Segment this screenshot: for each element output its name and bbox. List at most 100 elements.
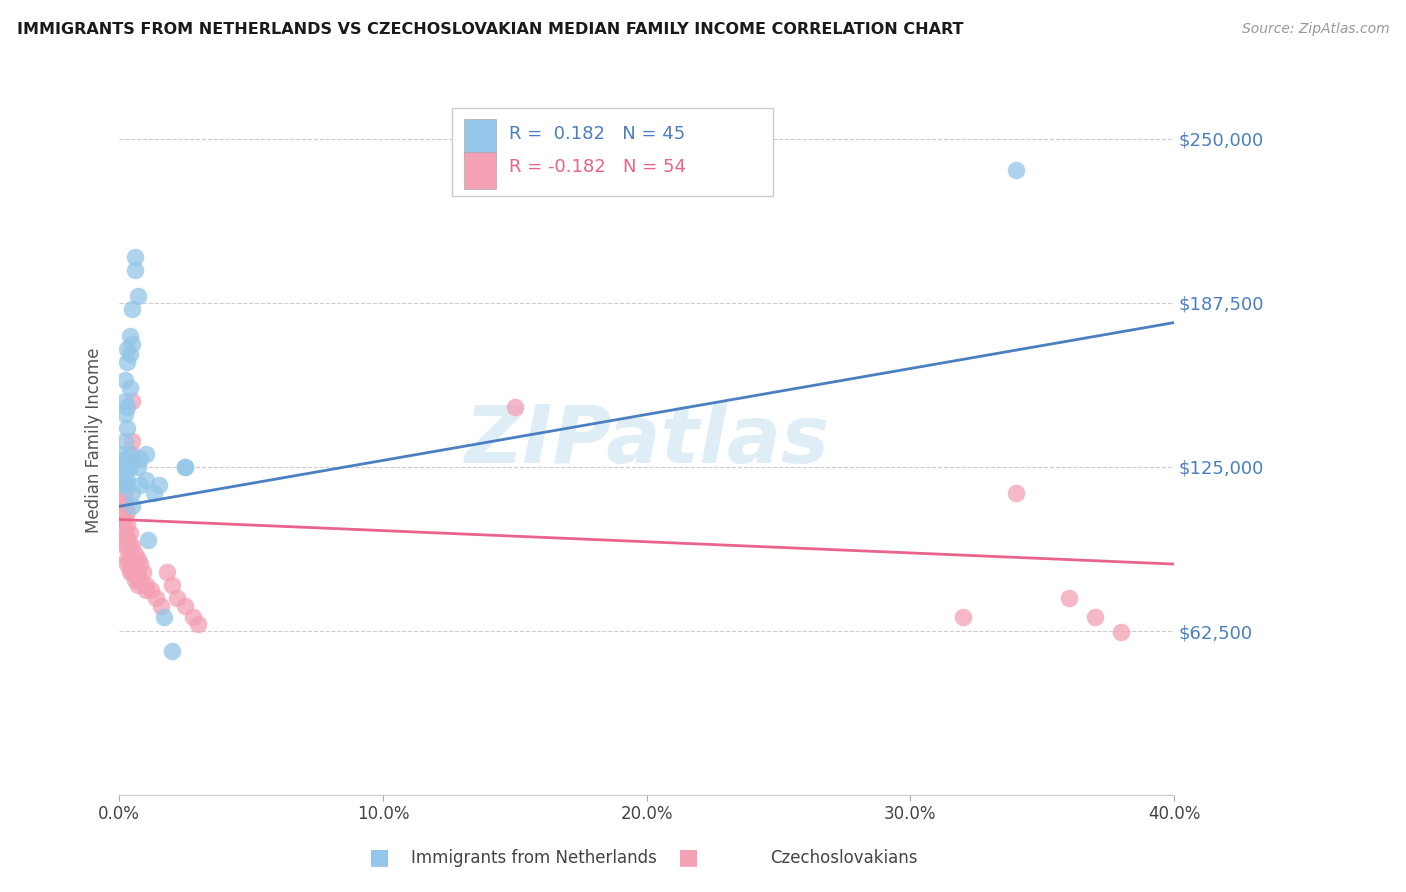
Point bbox=[160, 578, 183, 592]
Point bbox=[111, 478, 134, 492]
Point bbox=[115, 531, 138, 545]
Text: R = -0.182   N = 54: R = -0.182 N = 54 bbox=[509, 158, 686, 176]
Point bbox=[114, 394, 136, 409]
Text: IMMIGRANTS FROM NETHERLANDS VS CZECHOSLOVAKIAN MEDIAN FAMILY INCOME CORRELATION : IMMIGRANTS FROM NETHERLANDS VS CZECHOSLO… bbox=[17, 22, 963, 37]
Point bbox=[952, 609, 974, 624]
Point bbox=[150, 599, 173, 613]
Point bbox=[114, 373, 136, 387]
Point bbox=[114, 500, 136, 514]
Point bbox=[121, 500, 143, 514]
Point bbox=[121, 557, 143, 571]
Point bbox=[1005, 163, 1028, 178]
Point bbox=[114, 408, 136, 422]
Point bbox=[129, 573, 152, 587]
FancyBboxPatch shape bbox=[464, 119, 496, 156]
Point bbox=[124, 547, 146, 561]
Point bbox=[118, 328, 141, 343]
Point bbox=[115, 342, 138, 356]
Text: ZIPatlas: ZIPatlas bbox=[464, 401, 830, 480]
Point bbox=[160, 643, 183, 657]
Point bbox=[1005, 486, 1028, 500]
Point bbox=[114, 478, 136, 492]
Point bbox=[114, 531, 136, 545]
Point bbox=[118, 559, 141, 574]
Point bbox=[115, 505, 138, 519]
Text: Immigrants from Netherlands: Immigrants from Netherlands bbox=[412, 849, 657, 867]
Point bbox=[111, 458, 134, 472]
Point bbox=[121, 486, 143, 500]
Point bbox=[115, 355, 138, 369]
Point bbox=[114, 512, 136, 526]
Point bbox=[115, 473, 138, 487]
Point bbox=[115, 551, 138, 566]
Point bbox=[121, 539, 143, 553]
Point bbox=[174, 599, 197, 613]
Point bbox=[145, 591, 167, 606]
Point bbox=[111, 494, 134, 508]
Point bbox=[174, 459, 197, 474]
Point bbox=[142, 486, 165, 500]
Text: ■: ■ bbox=[370, 847, 389, 867]
FancyBboxPatch shape bbox=[464, 153, 496, 189]
Point bbox=[135, 578, 157, 592]
Point bbox=[118, 347, 141, 361]
Point bbox=[111, 447, 134, 461]
Point bbox=[115, 420, 138, 434]
Point bbox=[121, 302, 143, 317]
Point bbox=[1111, 625, 1133, 640]
Point bbox=[153, 609, 176, 624]
Point bbox=[503, 400, 526, 414]
Point bbox=[114, 459, 136, 474]
Point bbox=[111, 512, 134, 526]
Point bbox=[127, 578, 149, 592]
Point bbox=[121, 565, 143, 579]
Point bbox=[118, 565, 141, 579]
Point bbox=[124, 573, 146, 587]
Point bbox=[148, 478, 170, 492]
Point bbox=[136, 533, 159, 548]
Point bbox=[1084, 609, 1107, 624]
Point bbox=[111, 478, 134, 492]
Point bbox=[127, 551, 149, 566]
Point bbox=[111, 475, 134, 490]
Point bbox=[1057, 591, 1080, 606]
Point bbox=[114, 539, 136, 553]
Point bbox=[124, 263, 146, 277]
Point bbox=[115, 517, 138, 532]
Point bbox=[132, 565, 155, 579]
Point bbox=[135, 583, 157, 598]
Point bbox=[121, 447, 143, 461]
Point bbox=[127, 289, 149, 303]
Point bbox=[121, 394, 143, 409]
Point bbox=[118, 459, 141, 474]
Text: Czechoslovakians: Czechoslovakians bbox=[770, 849, 917, 867]
Point bbox=[174, 459, 197, 474]
Point bbox=[121, 434, 143, 448]
Text: R =  0.182   N = 45: R = 0.182 N = 45 bbox=[509, 125, 685, 143]
Point bbox=[118, 551, 141, 566]
Point bbox=[114, 473, 136, 487]
Point bbox=[135, 473, 157, 487]
Point bbox=[114, 434, 136, 448]
Point bbox=[115, 459, 138, 474]
Point bbox=[139, 583, 162, 598]
Y-axis label: Median Family Income: Median Family Income bbox=[86, 348, 103, 533]
Point bbox=[135, 447, 157, 461]
Point bbox=[156, 565, 179, 579]
Point bbox=[111, 467, 134, 482]
Point bbox=[111, 505, 134, 519]
Point bbox=[124, 565, 146, 579]
Point bbox=[129, 452, 152, 467]
Point bbox=[129, 478, 152, 492]
Point bbox=[181, 609, 204, 624]
Point bbox=[115, 400, 138, 414]
Text: ■: ■ bbox=[679, 847, 699, 867]
Point bbox=[124, 557, 146, 571]
Point bbox=[127, 459, 149, 474]
Point bbox=[118, 381, 141, 395]
Point bbox=[115, 557, 138, 571]
Point bbox=[187, 617, 209, 632]
Point bbox=[118, 447, 141, 461]
Point bbox=[114, 486, 136, 500]
Point bbox=[121, 336, 143, 351]
